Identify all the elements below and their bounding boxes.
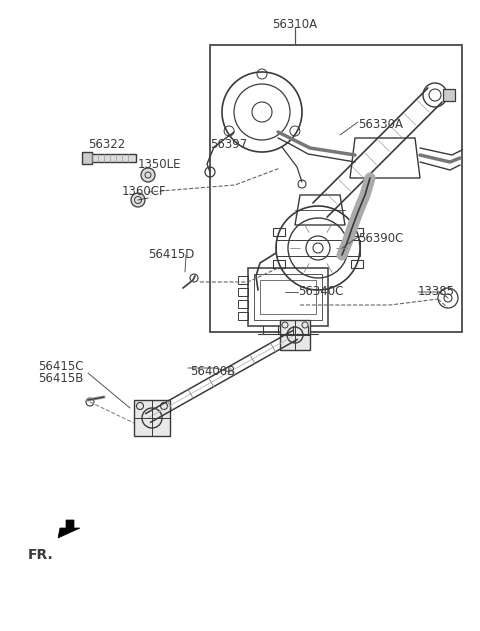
Text: 56415D: 56415D (148, 248, 194, 261)
Bar (280, 320, 310, 350)
Text: FR.: FR. (28, 548, 54, 562)
Circle shape (142, 408, 162, 428)
Text: 1350LE: 1350LE (138, 158, 181, 171)
Circle shape (287, 327, 303, 343)
Bar (134, 400, 170, 436)
Bar (210, 45, 462, 332)
Text: 56322: 56322 (88, 138, 125, 151)
Bar (273, 228, 285, 236)
Circle shape (141, 168, 155, 182)
Bar (88, 154, 136, 162)
Polygon shape (58, 520, 80, 538)
Bar (82, 152, 92, 164)
Bar (351, 228, 363, 236)
Bar (273, 260, 285, 268)
Text: 56400B: 56400B (190, 365, 235, 378)
Circle shape (131, 193, 145, 207)
Bar (351, 260, 363, 268)
Bar (254, 274, 322, 320)
Text: 56310A: 56310A (273, 18, 318, 31)
Text: 56330A: 56330A (358, 118, 403, 131)
Text: 56390C: 56390C (358, 232, 403, 245)
Bar (260, 280, 316, 314)
Text: 56340C: 56340C (298, 285, 343, 298)
Text: 56415B: 56415B (38, 372, 84, 385)
Bar (443, 89, 455, 101)
Bar (238, 300, 248, 308)
Text: 56397: 56397 (210, 138, 247, 151)
Text: 56415C: 56415C (38, 360, 84, 373)
Bar (238, 288, 248, 296)
Text: 13385: 13385 (418, 285, 455, 298)
Bar (276, 240, 360, 256)
Bar (238, 276, 248, 284)
Bar (248, 268, 328, 326)
Text: 1360CF: 1360CF (122, 185, 167, 198)
Bar (238, 312, 248, 320)
